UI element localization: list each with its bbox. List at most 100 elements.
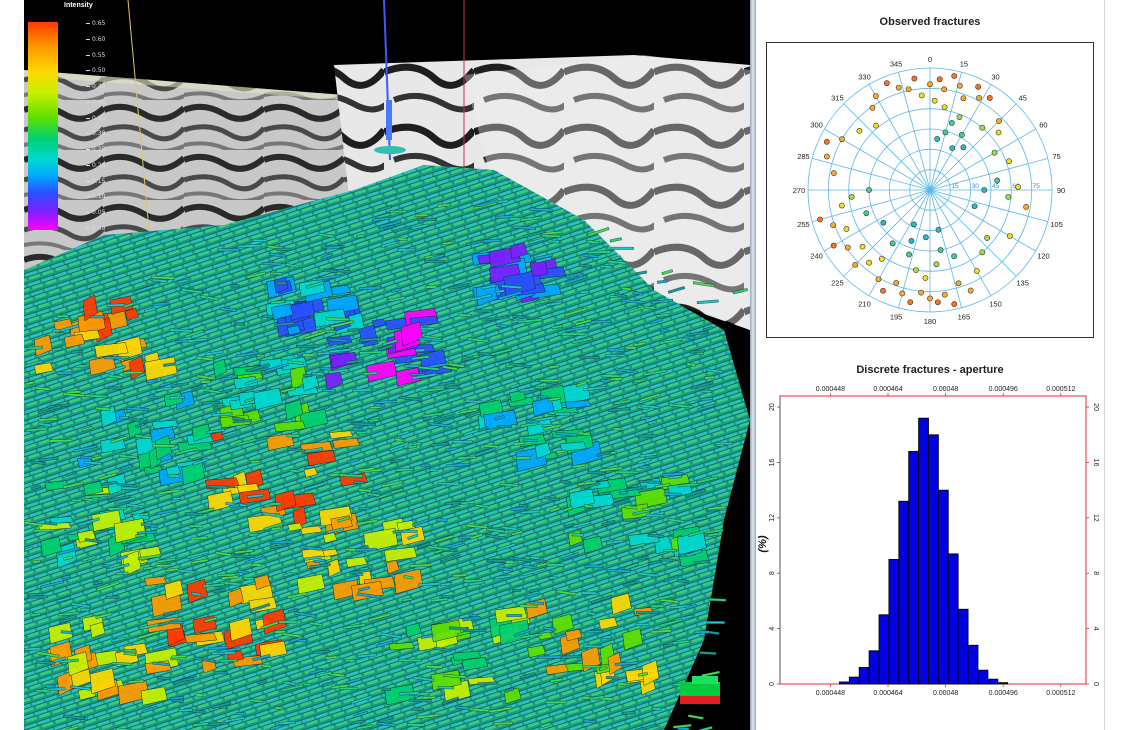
well-marker [680,676,720,704]
pole-point [958,131,965,138]
ring-tick-label: 30 [972,183,980,190]
pole-point [848,193,855,200]
pole-point [948,120,955,126]
angle-tick-label: 150 [989,299,1002,308]
x-tick-label-top: 0.00048 [933,386,958,393]
pole-point [994,177,1001,184]
angle-tick-label: 120 [1037,252,1050,261]
pole-point [967,287,974,294]
pole-point [979,124,986,131]
pole-point [976,94,982,101]
pole-point [922,275,929,281]
pole-point [911,221,917,228]
pole-point [908,238,915,244]
grid-spoke [898,72,931,191]
ring-tick-label: 15 [951,183,959,190]
grid-spoke [929,189,962,308]
panel-splitter[interactable] [750,0,756,730]
pole-point [955,280,962,287]
angle-tick-label: 285 [797,152,810,161]
grid-spoke [929,189,1036,252]
fracture-network-scene[interactable] [24,0,750,730]
legend-tick-label: 0.45 [86,83,105,90]
pole-point [907,299,914,306]
pole-point [1006,158,1012,165]
pole-point [875,276,882,283]
pole-point [941,104,948,111]
pole-point [941,86,948,93]
pole-point [984,235,991,241]
histogram-bar [947,553,959,685]
grid-spoke [929,158,1048,191]
histogram-bar [839,681,850,685]
pole-point [830,242,837,249]
grid-spoke [929,189,1017,277]
pole-point [863,210,870,217]
pole-point [971,203,978,210]
y-tick-label-right: 16 [1092,459,1099,467]
y-tick-label-left: 8 [769,571,776,575]
aperture-histogram: 0.000448 0.000448 0.000464 0.000464 0.00048 0… [757,386,1099,697]
pole-point [941,291,948,298]
grid-spoke [898,189,931,308]
pole-point [869,104,876,111]
pole-point [830,170,837,176]
pole-point [956,114,963,121]
pole-point [956,82,963,89]
pole-point [823,138,830,145]
angle-tick-label: 345 [890,59,903,68]
legend-tick-label: 0.00 [86,225,105,232]
angle-tick-label: 330 [858,73,871,82]
angle-tick-label: 75 [1052,152,1060,161]
pole-point [918,92,925,99]
y-tick-label-left: 20 [769,403,776,411]
angle-tick-label: 225 [831,279,844,288]
y-tick-label-left: 4 [769,627,776,631]
angle-tick-label: 45 [1018,93,1026,102]
histogram-bar [957,608,969,685]
histogram-bar [858,666,870,685]
pole-point [905,86,912,93]
x-tick-label-bottom: 0.000512 [1046,690,1075,697]
intensity-colorbar [28,22,58,230]
y-tick-label-right: 12 [1092,514,1099,522]
y-axis-label: (%) [757,535,769,552]
angle-tick-label: 180 [924,317,937,326]
pole-point [880,287,886,294]
pole-point [893,280,900,286]
grid-spoke [843,103,931,191]
3d-viewport[interactable]: Intensity 0.65 0.60 0.55 0.50 0.45 0.40 0.35 0.… [24,0,750,730]
pole-point [859,243,866,250]
charts-panel: Observed fractures 0 15 30 45 60 75 90 105 120 13… [756,0,1104,730]
pole-point [927,81,933,88]
pole-point [975,83,982,90]
histogram-bar [888,558,900,685]
pole-point [934,299,941,306]
legend-title: Intensity [64,2,93,9]
pole-point [838,202,845,209]
legend-tick-label: 0.30 [86,130,105,137]
rose-chart-title: Observed fractures [879,16,981,28]
fracture-poles [817,73,1030,307]
grid-spoke [824,189,931,252]
pole-point [918,289,924,296]
pole-point [899,290,906,297]
angle-tick-label: 165 [958,313,971,322]
pole-point [935,226,942,233]
histogram-bar [868,650,880,685]
y-tick-label-right: 4 [1092,627,1099,631]
legend-tick-label: 0.20 [86,162,105,169]
pole-point [1015,184,1021,190]
pole-point [889,240,896,247]
pole-point [1005,193,1012,200]
pole-point [936,76,943,83]
pole-point [823,153,830,160]
pole-point [991,149,998,156]
x-tick-label-top: 0.000448 [816,386,845,393]
ring-tick-label: 75 [1033,183,1041,190]
pole-point [927,295,933,302]
histogram-bar [928,434,939,685]
pole-point [895,84,902,91]
legend-tick-label: 0.15 [86,178,105,185]
pole-point [922,234,929,241]
